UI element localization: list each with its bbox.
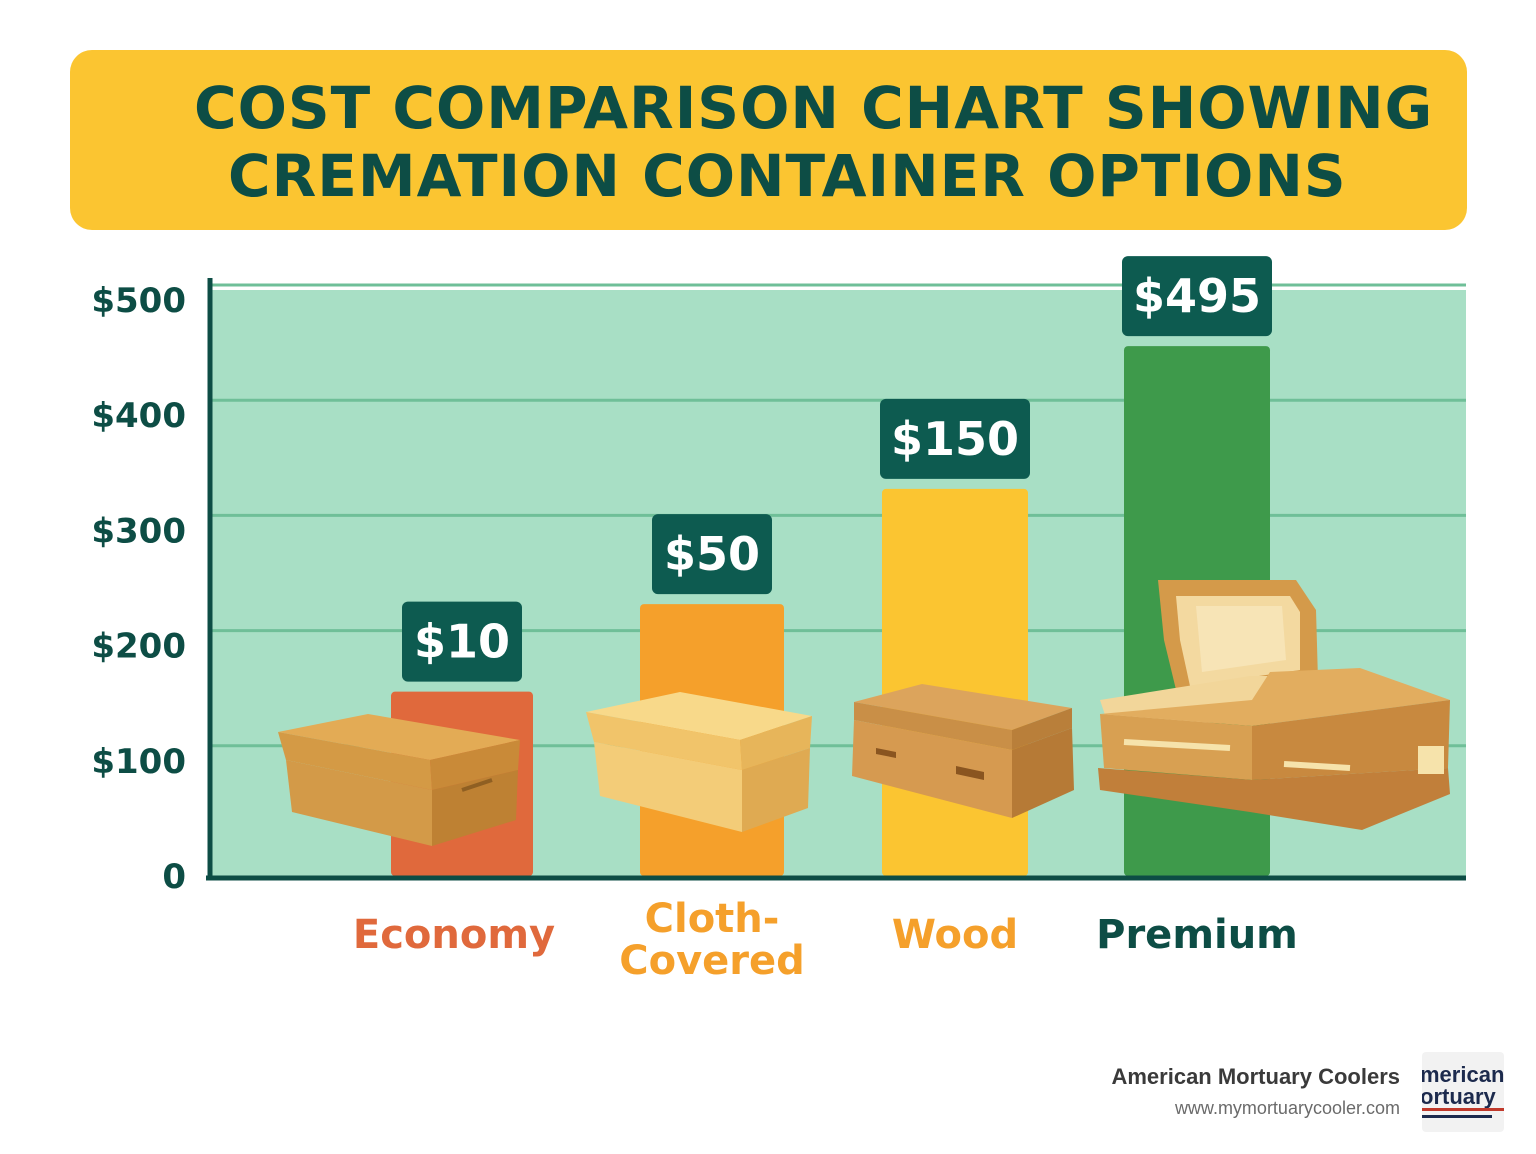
brand-url[interactable]: www.mymortuarycooler.com [1174,1098,1400,1118]
wood-casket-icon [852,684,1074,818]
cloth-covered-box-icon [586,692,812,832]
title-banner: COST COMPARISON CHART SHOWING CREMATION … [70,50,1467,230]
value-label: $150 [891,412,1019,466]
category-labels: Economy Cloth-Covered Wood Premium [353,896,1298,984]
value-label-box [880,398,1030,479]
value-label-box [1122,256,1272,337]
y-tick-label: $500 [91,281,186,321]
category-label: Economy [353,912,555,958]
y-tick-label: $300 [91,511,186,551]
cardboard-box-icon [278,714,520,846]
y-tick-label: 0 [162,857,186,897]
category-label: Wood [892,912,1018,958]
logo-stripe-navy [1422,1115,1492,1118]
category-label: Covered [619,938,805,984]
logo-stripe-red [1422,1108,1504,1111]
bar-wood [882,488,1028,876]
value-label: $10 [414,615,510,669]
category-label: Premium [1096,912,1298,958]
y-tick-label: $400 [91,396,186,436]
chart-title-line-1: COST COMPARISON CHART SHOWING [194,74,1434,142]
value-label: $50 [664,527,760,581]
value-label-box [652,514,772,595]
value-label: $495 [1133,269,1261,323]
category-label: Cloth- [645,896,780,942]
y-axis-ticks: 0 $100 $200 $300 $400 $500 [91,281,186,897]
logo-text-2: ortuary [1422,1084,1496,1109]
chart-title-line-2: CREMATION CONTAINER OPTIONS [228,142,1347,210]
logo-text-1: merican [1422,1062,1504,1087]
brand-logo: merican ortuary [1422,1052,1504,1132]
y-tick-label: $100 [91,742,186,782]
y-tick-label: $200 [91,627,186,667]
open-casket-icon [1098,580,1450,830]
brand-name: American Mortuary Coolers [1111,1064,1400,1089]
value-labels: $10 $50 $150 $495 [402,256,1272,682]
value-label-box [402,601,522,682]
